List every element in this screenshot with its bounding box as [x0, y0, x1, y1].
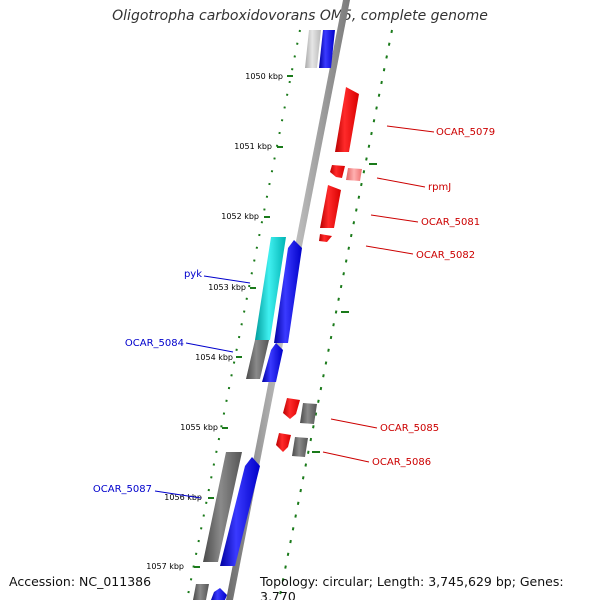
scale-ticks [194, 75, 293, 568]
feature-rpmJ[interactable] [346, 168, 362, 181]
label-OCAR_5087: OCAR_5087 [93, 484, 152, 495]
scale-label-1051: 1051 kbp [234, 142, 272, 151]
label-pyk: pyk [184, 269, 202, 280]
scale-label-1055: 1055 kbp [180, 423, 218, 432]
scale-label-1056: 1056 kbp [164, 493, 202, 502]
feature-blue-5087-adj[interactable] [220, 457, 260, 566]
feature-OCAR_5086[interactable] [276, 433, 291, 452]
label-OCAR_5082: OCAR_5082 [416, 250, 475, 261]
right-ticks [312, 163, 377, 453]
feature-gray-mid-2[interactable] [292, 437, 308, 457]
label-OCAR_5085: OCAR_5085 [380, 423, 439, 434]
scale-label-1053: 1053 kbp [208, 283, 246, 292]
feature-red-small-1[interactable] [330, 165, 345, 178]
scale-label-1054: 1054 kbp [195, 353, 233, 362]
feature-OCAR_5081[interactable] [320, 185, 341, 228]
feature-pyk[interactable] [255, 237, 286, 340]
right-guide-line [278, 29, 393, 600]
feature-blue-bottom[interactable] [211, 588, 227, 600]
scale-label-1052: 1052 kbp [221, 212, 259, 221]
feature-gray-bottom[interactable] [193, 584, 209, 600]
scale-label-1057: 1057 kbp [146, 562, 184, 571]
feature-OCAR_5082[interactable] [319, 234, 332, 242]
feature-OCAR_5085[interactable] [283, 398, 300, 419]
map-title: Oligotropha carboxidovorans OM5, complet… [112, 8, 488, 24]
feature-OCAR_5079[interactable] [335, 87, 359, 152]
label-rpmJ: rpmJ [428, 182, 451, 193]
label-OCAR_5086: OCAR_5086 [372, 457, 431, 468]
feature-OCAR_5084[interactable] [246, 340, 269, 379]
topology-text: Topology: circular; Length: 3,745,629 bp… [260, 574, 564, 600]
feature-blue-5084-adj[interactable] [262, 343, 283, 382]
feature-blue-top[interactable] [319, 30, 335, 68]
accession-text: Accession: NC_011386 [9, 574, 152, 589]
label-OCAR_5081: OCAR_5081 [421, 217, 480, 228]
label-OCAR_5084: OCAR_5084 [125, 338, 184, 349]
feature-gray-top[interactable] [305, 30, 321, 68]
scale-label-1050: 1050 kbp [245, 72, 283, 81]
feature-gray-mid-1[interactable] [300, 403, 317, 424]
feature-blue-pyk-adj[interactable] [274, 240, 302, 343]
label-OCAR_5079: OCAR_5079 [436, 127, 495, 138]
feature-OCAR_5087[interactable] [203, 452, 242, 562]
